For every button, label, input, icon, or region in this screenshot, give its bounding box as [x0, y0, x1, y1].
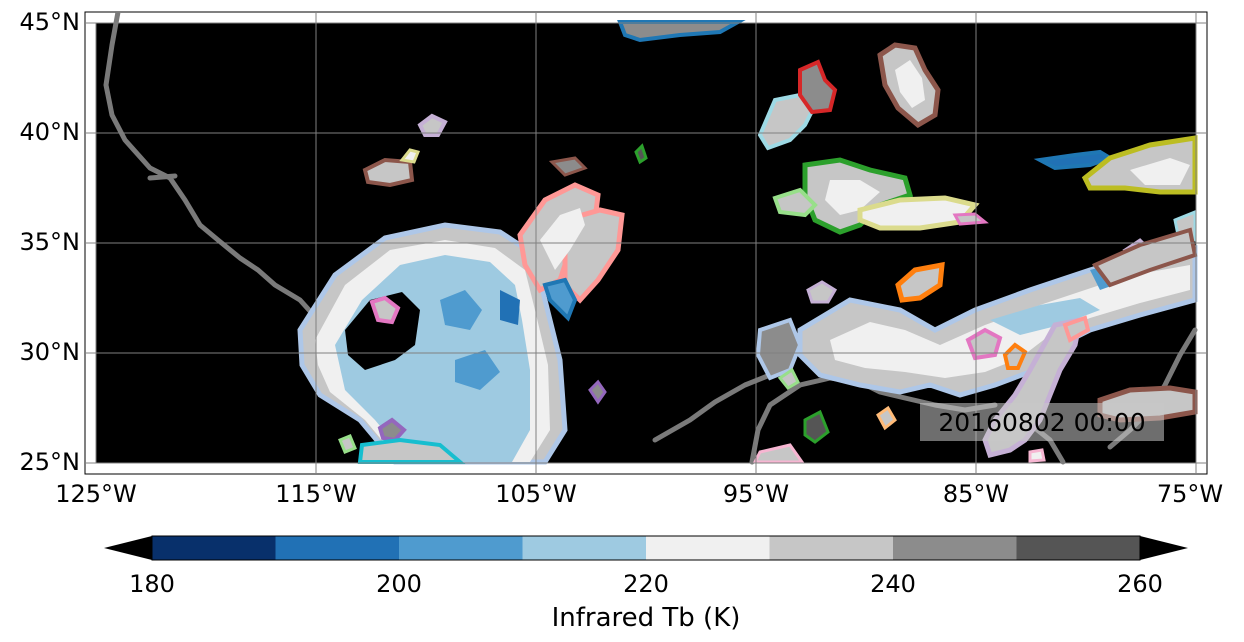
lon-tick-labels: 125°W 115°W 105°W 95°W 85°W 75°W — [55, 480, 1223, 508]
colorbar-extend-max — [1140, 536, 1188, 560]
colorbar-swatch — [893, 536, 1017, 560]
lat-tick-labels: 45°N 40°N 35°N 30°N 25°N — [20, 8, 81, 476]
lon-tick-label: 85°W — [943, 480, 1009, 508]
colorbar-tick-label: 220 — [623, 570, 669, 598]
colorbar-swatch — [275, 536, 399, 560]
colorbar-swatch — [522, 536, 646, 560]
colorbar-tick-label: 240 — [870, 570, 916, 598]
colorbar: 180 200 220 240 260 Infrared Tb (K) — [104, 535, 1188, 633]
timestamp-box: 20160802 00:00 — [920, 403, 1164, 441]
colorbar-swatch — [646, 536, 770, 560]
lon-tick-label: 125°W — [55, 480, 137, 508]
lat-tick-label: 30°N — [20, 338, 81, 366]
lon-tick-label: 95°W — [723, 480, 789, 508]
lon-tick-label: 75°W — [1157, 480, 1223, 508]
colorbar-tick-label: 200 — [376, 570, 422, 598]
colorbar-extend-min — [104, 536, 152, 560]
lat-tick-label: 35°N — [20, 228, 81, 256]
cloud-system-mid — [517, 182, 625, 322]
colorbar-swatch — [399, 536, 523, 560]
lat-tick-label: 45°N — [20, 8, 81, 36]
colorbar-swatch — [1016, 536, 1140, 560]
colorbar-tick-label: 180 — [129, 570, 175, 598]
small-cells — [338, 113, 1198, 464]
lat-tick-label: 40°N — [20, 118, 81, 146]
cloud-system-north — [617, 20, 1198, 235]
lat-tick-label: 25°N — [20, 448, 81, 476]
lon-tick-label: 105°W — [495, 480, 577, 508]
gridlines — [85, 12, 1207, 474]
colorbar-outline — [151, 535, 1141, 561]
lon-tick-label: 115°W — [275, 480, 357, 508]
timestamp-label: 20160802 00:00 — [938, 407, 1146, 437]
colorbar-swatch — [769, 536, 893, 560]
colorbar-swatch — [152, 536, 276, 560]
colorbar-tick-label: 260 — [1117, 570, 1163, 598]
colorbar-label: Infrared Tb (K) — [552, 603, 741, 633]
